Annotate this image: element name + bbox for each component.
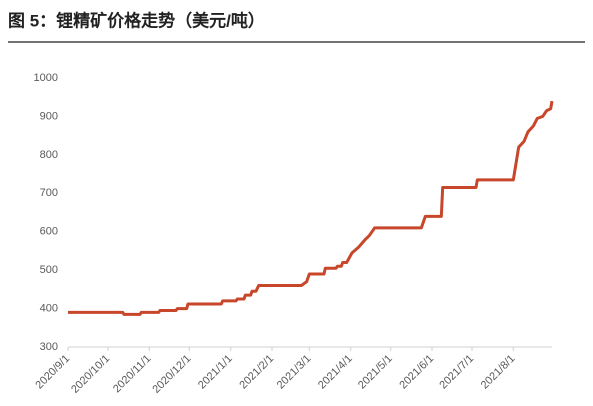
x-tick-label: 2021/7/1 — [437, 353, 476, 392]
x-tick-label: 2021/5/1 — [356, 353, 395, 392]
y-tick-label: 800 — [40, 149, 58, 161]
y-tick-label: 900 — [40, 110, 58, 122]
x-tick-label: 2021/6/1 — [397, 353, 436, 392]
x-tick-label: 2020/10/1 — [69, 353, 112, 396]
y-tick-label: 300 — [40, 341, 58, 353]
x-tick-label: 2021/8/1 — [479, 353, 518, 392]
y-tick-label: 600 — [40, 226, 58, 238]
x-tick-label: 2020/12/1 — [150, 353, 193, 396]
y-tick-label: 400 — [40, 302, 58, 314]
x-tick-label: 2021/2/1 — [237, 353, 276, 392]
x-tick-label: 2021/4/1 — [316, 353, 355, 392]
x-tick-label: 2021/3/1 — [275, 353, 314, 392]
x-tick-label: 2020/9/1 — [33, 353, 72, 392]
x-tick-label: 2021/1/1 — [196, 353, 235, 392]
x-tick-label: 2020/11/1 — [111, 353, 154, 396]
y-tick-label: 1000 — [34, 72, 58, 84]
y-tick-label: 700 — [40, 187, 58, 199]
y-tick-label: 500 — [40, 264, 58, 276]
chart-title: 图 5：锂精矿价格走势（美元/吨） — [8, 10, 265, 30]
price-line — [68, 100, 554, 316]
